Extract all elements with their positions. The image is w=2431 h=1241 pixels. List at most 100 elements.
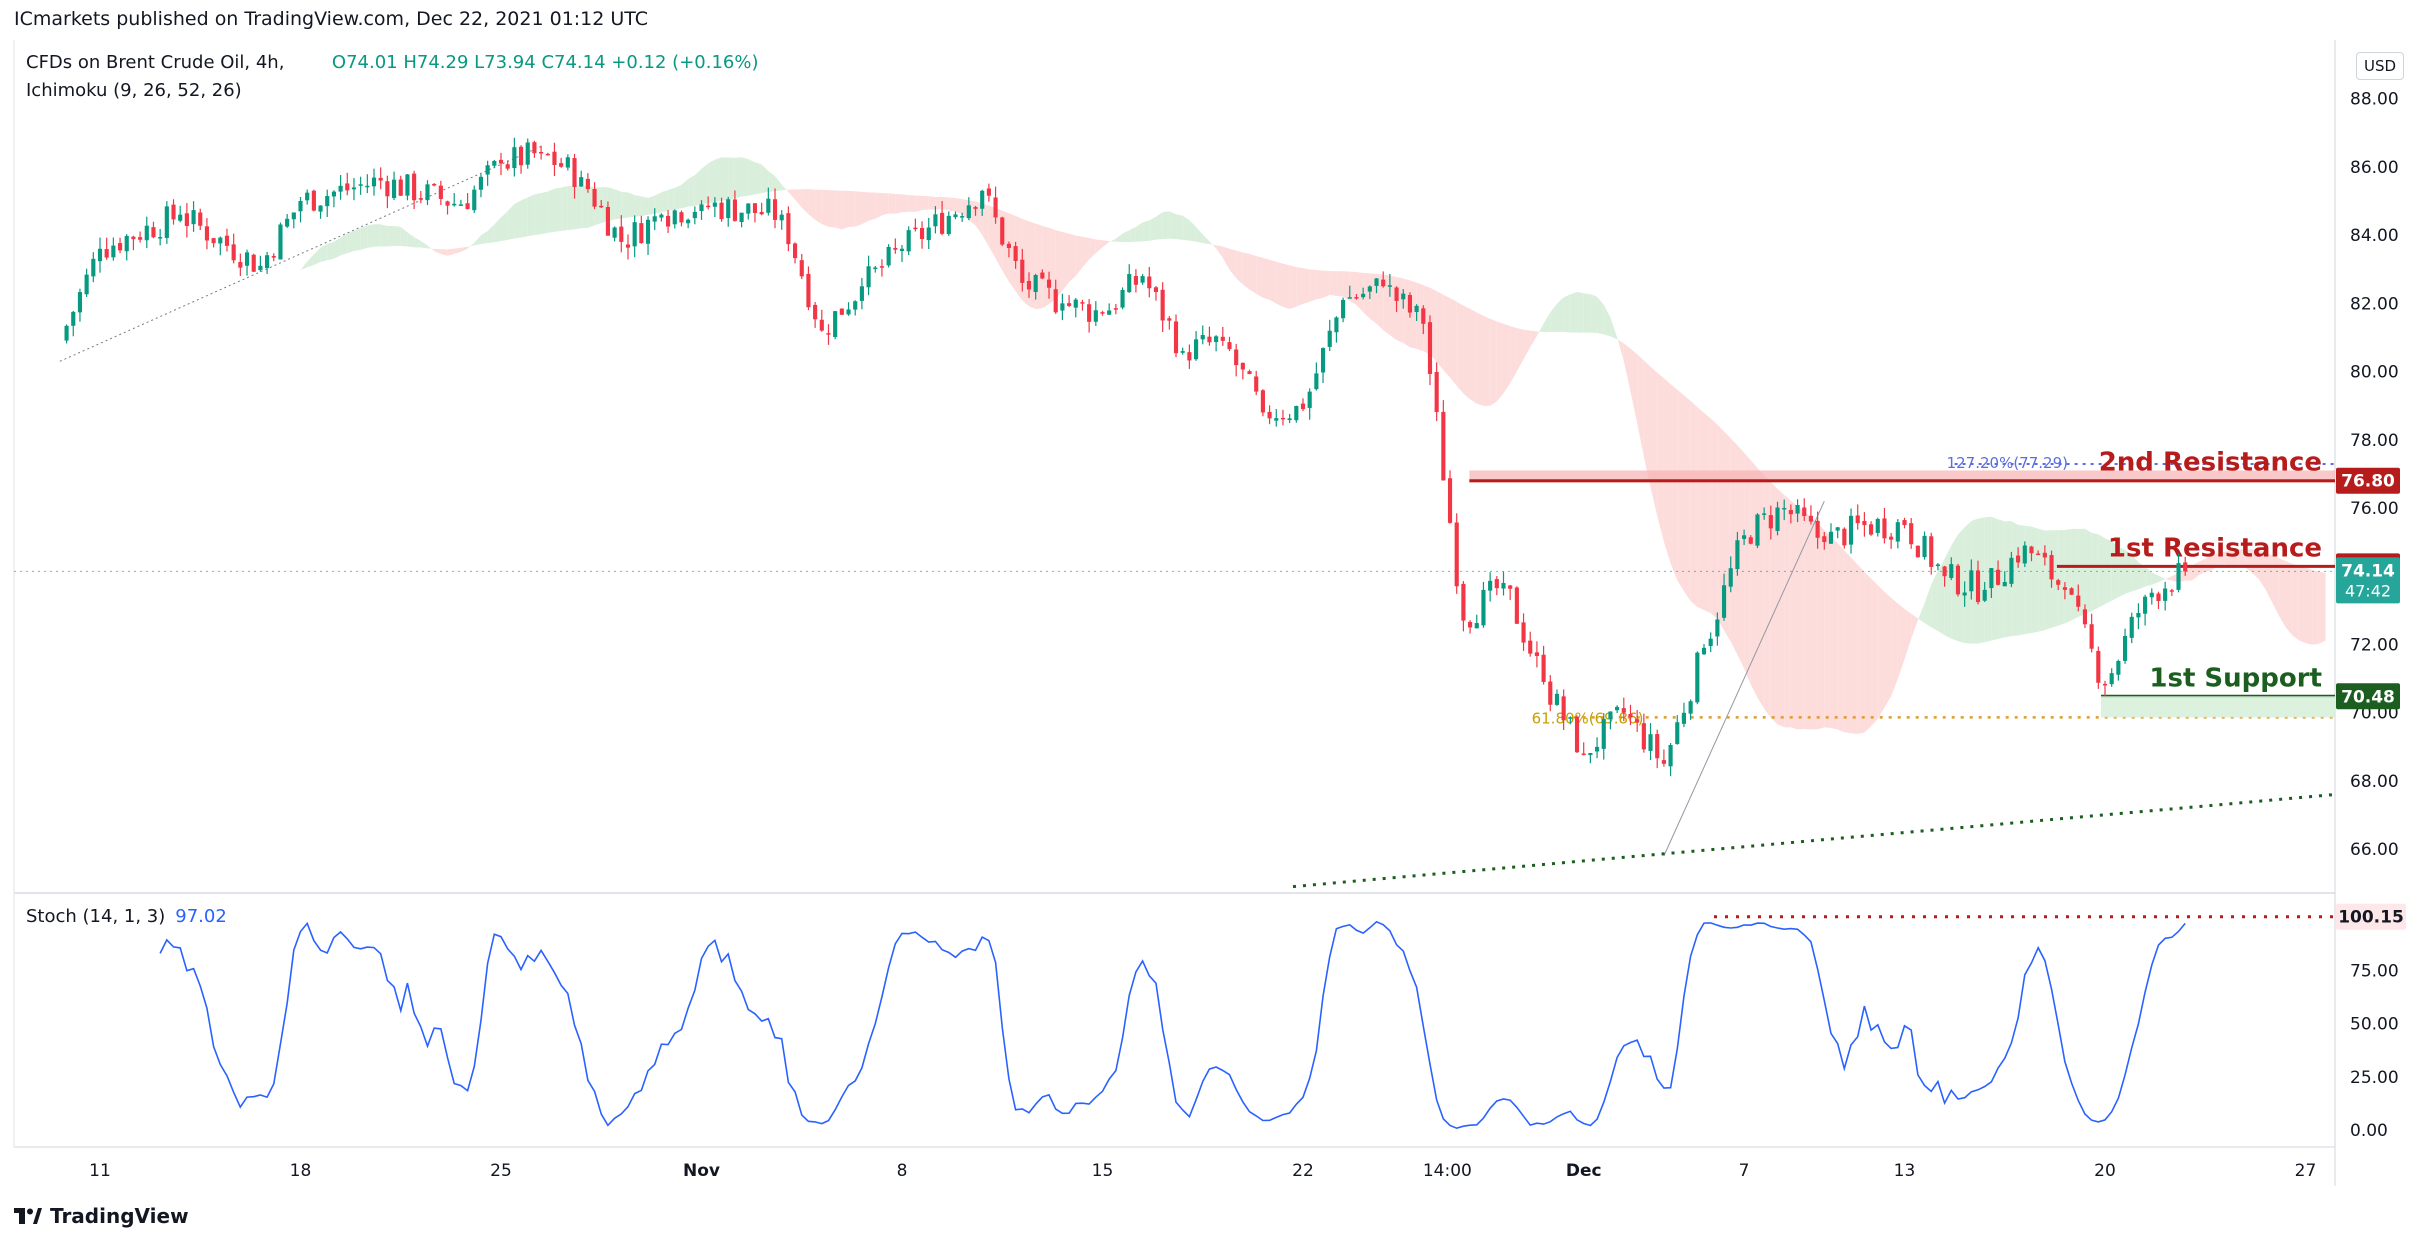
ichimoku-cloud-bull xyxy=(1937,558,1945,636)
ichimoku-cloud-bull xyxy=(467,242,475,249)
ichimoku-cloud-bull xyxy=(320,243,328,263)
candle-up xyxy=(933,214,938,227)
candle-down xyxy=(2029,546,2034,554)
ichimoku-cloud-bull xyxy=(527,194,535,237)
ichimoku-cloud-bull xyxy=(400,226,408,247)
ichimoku-cloud-bull xyxy=(654,192,662,214)
ichimoku-cloud-bear xyxy=(835,190,842,230)
ichimoku-cloud-bull xyxy=(307,254,314,268)
ohlc-low: L73.94 xyxy=(474,52,536,73)
candle-up xyxy=(458,204,463,206)
ichimoku-cloud-bull xyxy=(1998,519,2005,640)
candle-down xyxy=(752,203,758,213)
candle-up xyxy=(739,212,744,222)
symbol-name[interactable]: CFDs on Brent Crude Oil, 4h, xyxy=(26,52,285,73)
candle-down xyxy=(1013,246,1018,261)
candle-down xyxy=(1167,318,1172,321)
ichimoku-cloud-bear xyxy=(1837,543,1845,733)
candle-up xyxy=(1294,405,1299,421)
candle-up xyxy=(565,157,570,168)
candle-up xyxy=(692,211,697,219)
candle-down xyxy=(1661,760,1666,764)
candle-up xyxy=(265,255,270,269)
ichimoku-cloud-bull xyxy=(627,192,635,218)
ichimoku-cloud-bear xyxy=(1891,597,1898,697)
candle-up xyxy=(291,212,296,220)
candle-up xyxy=(1401,293,1406,300)
candle-up xyxy=(164,206,169,238)
candle-up xyxy=(1320,348,1326,373)
ichimoku-cloud-bear xyxy=(821,189,829,227)
ichimoku-cloud-bull xyxy=(574,185,582,230)
candle-up xyxy=(244,252,250,266)
price-tick-label: 72.00 xyxy=(2350,635,2399,655)
candle-up xyxy=(1554,693,1560,705)
ichimoku-cloud-bull xyxy=(614,189,622,220)
ichimoku-cloud-bull xyxy=(621,191,628,219)
ichimoku-cloud-bear xyxy=(2258,550,2266,590)
ichimoku-cloud-bear xyxy=(1336,271,1344,297)
candle-down xyxy=(1862,520,1867,526)
chart-overlays: 127.20%(77.29) 61.80%(69.86) 2nd Resistanc… xyxy=(14,145,2336,889)
candle-up xyxy=(1274,418,1279,421)
candle-up xyxy=(659,214,664,218)
tradingview-brand: TradingView xyxy=(50,1204,189,1228)
ichimoku-cloud-bear xyxy=(1777,488,1785,728)
candle-up xyxy=(1568,717,1573,719)
candle-down xyxy=(1133,276,1138,285)
candle-down xyxy=(732,199,737,221)
candle-down xyxy=(2156,593,2161,601)
ichimoku-cloud-bull xyxy=(2158,575,2166,583)
ohlc-close: C74.14 xyxy=(541,52,606,73)
ichimoku-cloud-bear xyxy=(2312,569,2319,645)
ichimoku-cloud-bull xyxy=(313,247,321,266)
stoch-legend[interactable]: Stoch (14, 1, 3) 97.02 xyxy=(26,906,227,927)
candle-down xyxy=(1889,536,1894,540)
candle-down xyxy=(1240,362,1245,370)
ichimoku-cloud-bear xyxy=(1356,271,1364,313)
candle-up xyxy=(2149,592,2154,598)
ichimoku-cloud-bull xyxy=(661,189,669,213)
candle-down xyxy=(398,179,403,196)
candle-down xyxy=(104,249,109,258)
candle-down xyxy=(2049,555,2054,580)
ichimoku-cloud-bear xyxy=(2285,561,2293,636)
candle-up xyxy=(1695,652,1700,703)
ichimoku-cloud-bear xyxy=(1737,445,1745,669)
stoch-line xyxy=(159,920,2186,1130)
candle-up xyxy=(1361,293,1366,298)
currency-button[interactable]: USD xyxy=(2356,52,2404,80)
candle-down xyxy=(792,243,798,259)
ichimoku-cloud-bull xyxy=(1543,312,1551,332)
ohlc-change: +0.12 (+0.16%) xyxy=(611,52,759,73)
ichimoku-cloud-bear xyxy=(1623,343,1631,392)
candle-down xyxy=(1655,734,1660,759)
candle-up xyxy=(1193,339,1199,360)
candle-down xyxy=(1975,570,1981,603)
ichimoku-cloud-bull xyxy=(2098,534,2105,608)
candle-down xyxy=(599,205,604,208)
candle-down xyxy=(893,247,898,250)
ichimoku-cloud-bear xyxy=(1657,372,1664,542)
candle-down xyxy=(412,173,417,201)
ichimoku-cloud-bear xyxy=(434,248,441,255)
candle-up xyxy=(612,227,617,238)
candle-down xyxy=(1026,280,1032,290)
ichimoku-cloud-bull xyxy=(2084,528,2092,615)
candle-up xyxy=(1033,274,1038,292)
ichimoku-cloud-bear xyxy=(1844,550,1852,734)
tradingview-logo[interactable]: TradingView xyxy=(14,1204,189,1228)
ichimoku-legend[interactable]: Ichimoku (9, 26, 52, 26) xyxy=(26,80,242,101)
candle-down xyxy=(759,211,764,215)
ichimoku-cloud-bull xyxy=(708,159,715,204)
ichimoku-cloud-bear xyxy=(1516,328,1524,372)
ichimoku-cloud-bear xyxy=(1824,529,1831,728)
ichimoku-cloud-bull xyxy=(2151,572,2159,585)
ichimoku-cloud-bear xyxy=(1810,517,1818,730)
ichimoku-cloud-bull xyxy=(2131,555,2139,592)
price-tick-label: 84.00 xyxy=(2350,226,2399,246)
candle-up xyxy=(1989,568,1994,589)
ichimoku-cloud-bear xyxy=(2272,555,2279,616)
